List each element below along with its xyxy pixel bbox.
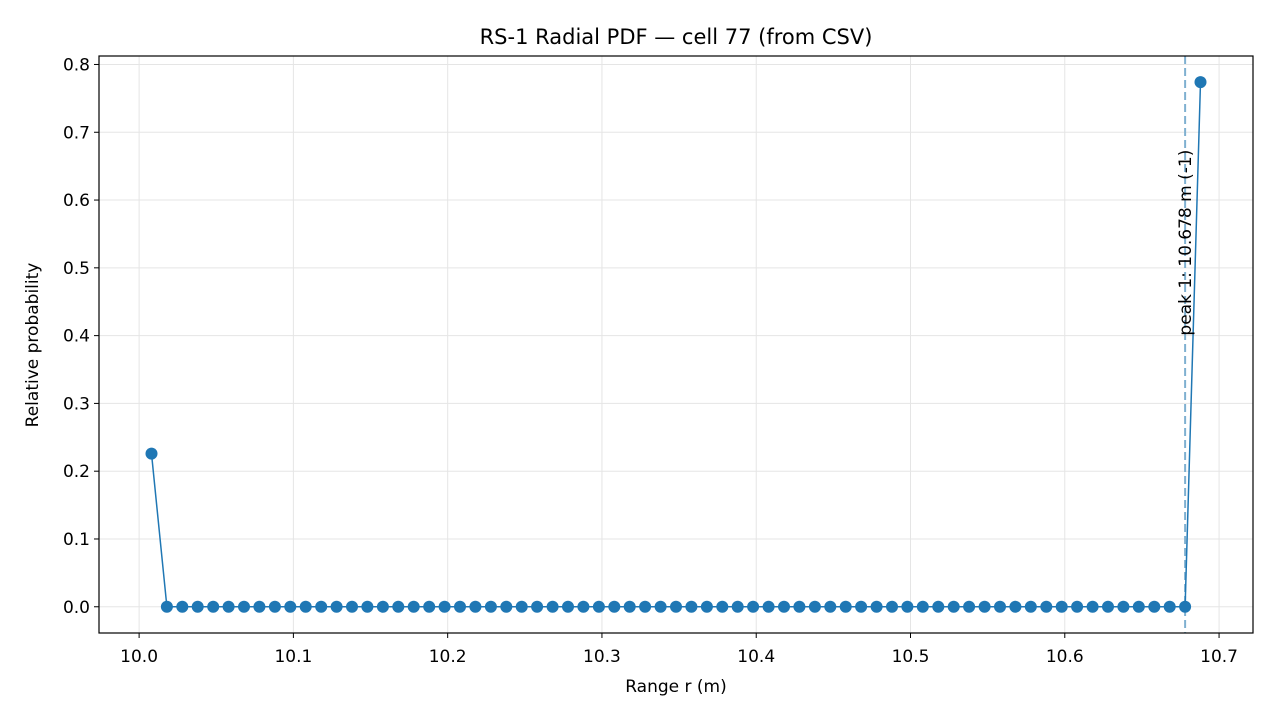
y-tick-label: 0.1 xyxy=(63,530,90,550)
data-point xyxy=(808,600,821,613)
data-point xyxy=(454,600,466,613)
data-point xyxy=(1086,600,1099,613)
data-point xyxy=(1071,600,1084,613)
y-tick-label: 0.0 xyxy=(63,598,90,618)
data-point xyxy=(346,600,358,613)
data-point xyxy=(654,600,667,613)
data-point xyxy=(484,600,497,613)
peak-annotation: peak 1: 10.678 m (-1) xyxy=(1176,150,1196,336)
data-point xyxy=(932,600,945,613)
x-axis-ticks: 10.0 10.1 10.2 10.3 10.4 10.5 10.6 10.7 xyxy=(120,633,1238,667)
data-point xyxy=(361,600,374,613)
data-point xyxy=(685,600,698,613)
data-point xyxy=(160,600,173,613)
data-point xyxy=(392,600,405,613)
data-point xyxy=(886,600,898,613)
data-point xyxy=(623,600,636,613)
data-point xyxy=(268,600,281,613)
data-point xyxy=(1148,600,1161,613)
data-point xyxy=(1163,600,1176,613)
data-point xyxy=(1040,600,1053,613)
x-tick-label: 10.0 xyxy=(120,647,158,667)
data-point xyxy=(1132,600,1145,613)
data-point xyxy=(376,600,389,613)
x-tick-label: 10.1 xyxy=(274,647,312,667)
data-point xyxy=(1055,600,1068,613)
y-tick-label: 0.3 xyxy=(63,394,90,414)
series-line xyxy=(150,82,1202,608)
data-point xyxy=(207,600,220,613)
data-point xyxy=(870,600,883,613)
x-tick-label: 10.5 xyxy=(892,647,930,667)
data-point xyxy=(284,600,297,613)
data-point xyxy=(1009,600,1022,613)
y-tick-label: 0.6 xyxy=(63,191,90,211)
data-point xyxy=(855,600,868,613)
data-point xyxy=(176,600,189,613)
data-series xyxy=(145,76,1207,613)
y-tick-label: 0.8 xyxy=(63,55,90,75)
x-tick-label: 10.6 xyxy=(1046,647,1084,667)
data-point xyxy=(901,600,914,613)
data-point xyxy=(978,600,991,613)
data-point xyxy=(546,600,559,613)
data-point xyxy=(947,600,960,613)
data-point xyxy=(531,600,544,613)
data-point xyxy=(330,600,343,613)
data-point xyxy=(994,600,1006,613)
data-point xyxy=(253,600,266,613)
data-point xyxy=(1194,76,1207,89)
data-point xyxy=(700,600,713,613)
y-tick-label: 0.7 xyxy=(63,123,90,143)
data-point xyxy=(469,600,482,613)
data-point xyxy=(438,600,451,613)
data-point xyxy=(747,600,760,613)
data-point xyxy=(963,600,976,613)
data-point xyxy=(562,600,574,613)
x-tick-label: 10.7 xyxy=(1200,647,1238,667)
data-point xyxy=(639,600,652,613)
data-point xyxy=(716,600,729,613)
grid xyxy=(99,56,1253,633)
x-tick-label: 10.3 xyxy=(583,647,621,667)
data-point xyxy=(407,600,420,613)
data-point xyxy=(839,600,852,613)
data-point xyxy=(315,600,328,613)
data-point xyxy=(515,600,528,613)
plot-frame xyxy=(98,55,1254,634)
chart-title: RS-1 Radial PDF — cell 77 (from CSV) xyxy=(480,25,873,49)
data-point xyxy=(778,600,790,613)
data-point xyxy=(299,600,312,613)
data-point xyxy=(592,600,605,613)
y-tick-label: 0.5 xyxy=(63,259,90,279)
data-point xyxy=(670,600,682,613)
y-axis-ticks: 0.0 0.1 0.2 0.3 0.4 0.5 0.6 0.7 0.8 xyxy=(63,55,99,618)
data-point xyxy=(762,600,775,613)
x-tick-label: 10.2 xyxy=(429,647,467,667)
data-point xyxy=(222,600,235,613)
x-tick-label: 10.4 xyxy=(737,647,775,667)
data-point xyxy=(1117,600,1130,613)
data-point xyxy=(916,600,929,613)
data-point xyxy=(793,600,806,613)
data-point xyxy=(1179,600,1192,613)
x-axis-label: Range r (m) xyxy=(625,677,727,697)
y-tick-label: 0.2 xyxy=(63,462,90,482)
data-point xyxy=(608,600,621,613)
y-tick-label: 0.4 xyxy=(63,327,90,347)
data-point xyxy=(731,600,744,613)
data-point xyxy=(145,447,158,460)
data-point xyxy=(577,600,590,613)
data-point xyxy=(238,600,250,613)
data-point xyxy=(423,600,436,613)
y-axis-label: Relative probability xyxy=(23,263,43,428)
data-point xyxy=(1024,600,1037,613)
data-point xyxy=(824,600,837,613)
data-point xyxy=(1102,600,1114,613)
data-point xyxy=(500,600,513,613)
data-point xyxy=(191,600,204,613)
